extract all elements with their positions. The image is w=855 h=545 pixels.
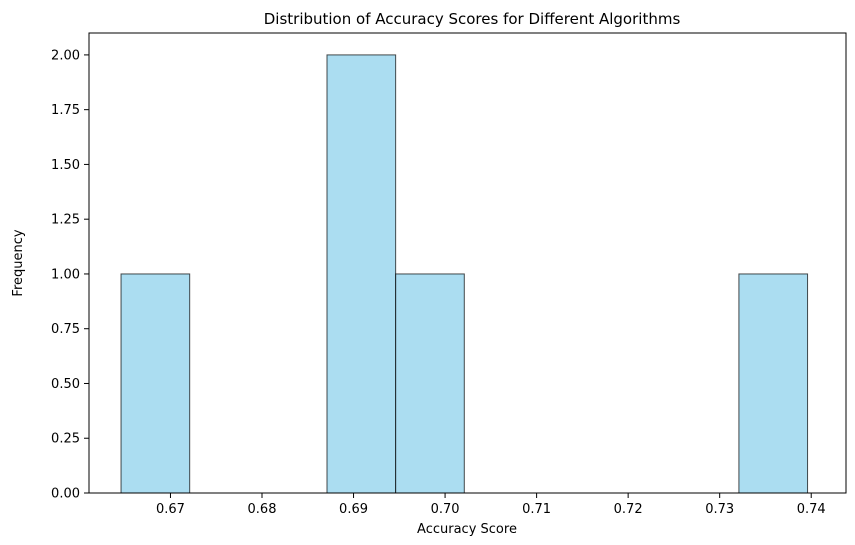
y-axis-ticks: 0.00 0.25 0.50 0.75 1.00 1.25 1.50 1.75 2.00 [51,48,89,502]
chart-title: Distribution of Accuracy Scores for Diff… [264,10,681,28]
x-tick-label: 0.70 [431,502,460,517]
x-tick-label: 0.73 [705,502,734,517]
y-tick-label: 0.00 [51,487,80,502]
histogram-bar-3 [326,54,397,494]
histogram-bar-4 [395,273,465,494]
histogram-bar-9 [738,273,809,494]
y-tick-label: 1.25 [51,213,80,228]
y-tick-label: 0.25 [51,432,80,447]
x-tick-label: 0.71 [522,502,551,517]
x-axis-ticks: 0.67 0.68 0.69 0.70 0.71 0.72 0.73 0.74 [156,493,826,517]
plot-frame [88,32,847,494]
x-tick-label: 0.69 [339,502,368,517]
y-axis-title: Frequency [11,229,26,296]
y-tick-label: 0.75 [51,322,80,337]
x-tick-label: 0.74 [797,502,826,517]
x-tick-label: 0.68 [248,502,277,517]
y-tick-label: 1.50 [51,158,80,173]
y-tick-label: 1.75 [51,103,80,118]
y-tick-label: 0.50 [51,377,80,392]
x-axis-title: Accuracy Score [417,522,517,537]
histogram-bar-0 [120,273,191,494]
bars-layer [120,54,809,494]
y-tick-label: 1.00 [51,267,80,282]
x-tick-label: 0.72 [614,502,643,517]
y-tick-label: 2.00 [51,48,80,63]
x-tick-label: 0.67 [156,502,185,517]
